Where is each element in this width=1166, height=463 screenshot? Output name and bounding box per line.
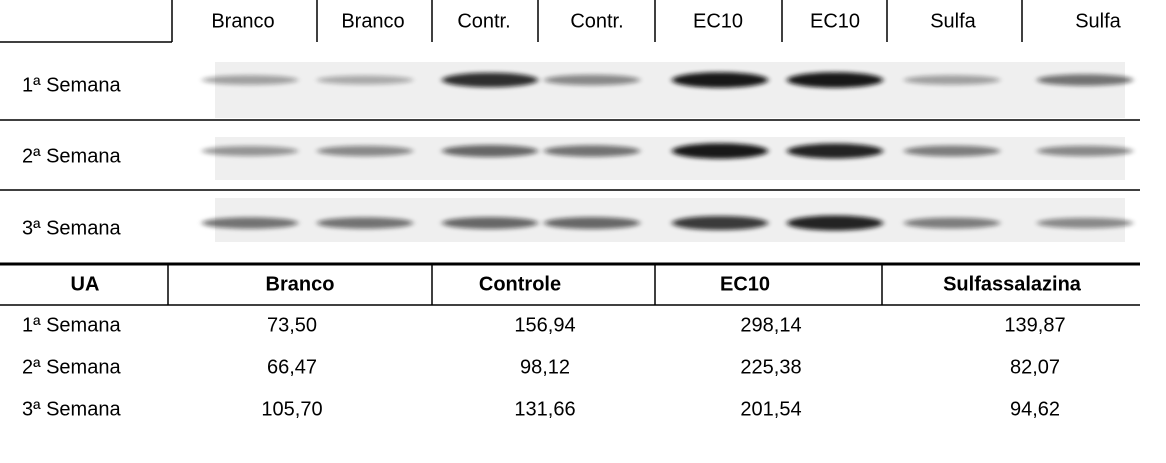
blot-background <box>215 62 1125 118</box>
lane-label: Sulfa <box>1075 10 1121 32</box>
table-header: Sulfassalazina <box>943 273 1082 295</box>
table-cell: 156,94 <box>514 314 575 336</box>
table-cell: 98,12 <box>520 356 570 378</box>
band <box>672 216 768 230</box>
table-cell: 94,62 <box>1010 398 1060 420</box>
table-cell: 139,87 <box>1004 314 1065 336</box>
band <box>787 216 883 231</box>
band <box>202 146 298 156</box>
band <box>544 75 640 86</box>
band <box>442 217 538 229</box>
row-label: 3ª Semana <box>22 398 121 420</box>
band <box>672 72 768 88</box>
table-cell: 82,07 <box>1010 356 1060 378</box>
band <box>544 217 640 229</box>
band <box>544 145 640 157</box>
band <box>787 144 883 159</box>
band <box>904 146 1000 157</box>
band <box>1037 74 1133 86</box>
band <box>904 75 1000 85</box>
lane-label: Contr. <box>570 10 623 32</box>
table-cell: 66,47 <box>267 356 317 378</box>
page: Branco Branco Contr. Contr. EC10 EC10 Sulfa Sul… <box>0 0 1166 463</box>
band <box>442 73 538 88</box>
band <box>317 146 413 157</box>
lane-label: Sulfa <box>930 10 976 32</box>
band <box>672 143 768 159</box>
table-cell: 73,50 <box>267 314 317 336</box>
table-header: Branco <box>266 273 335 295</box>
lane-label: EC10 <box>810 10 860 32</box>
band <box>442 145 538 157</box>
table-cell: 201,54 <box>740 398 801 420</box>
row-label: 2ª Semana <box>22 145 121 167</box>
table-cell: 105,70 <box>261 398 322 420</box>
lane-label: EC10 <box>693 10 743 32</box>
figure: Branco Branco Contr. Contr. EC10 EC10 Sulfa Sul… <box>0 0 1166 463</box>
blot-background <box>215 137 1125 180</box>
row-label: 1ª Semana <box>22 314 121 336</box>
lane-label: Branco <box>211 10 274 32</box>
row-label: 1ª Semana <box>22 74 121 96</box>
table-cell: 225,38 <box>740 356 801 378</box>
table-cell: 131,66 <box>514 398 575 420</box>
lane-label: Contr. <box>457 10 510 32</box>
band <box>317 76 413 85</box>
band <box>1037 218 1133 229</box>
row-label: 3ª Semana <box>22 217 121 239</box>
table-cell: 298,14 <box>740 314 801 336</box>
band <box>904 218 1000 229</box>
lane-label: Branco <box>341 10 404 32</box>
band <box>317 217 413 229</box>
band <box>787 72 883 88</box>
row-label: 2ª Semana <box>22 356 121 378</box>
band <box>202 75 298 85</box>
table-header: UA <box>71 273 100 295</box>
band <box>202 217 298 229</box>
table-header: EC10 <box>720 273 770 295</box>
table-header: Controle <box>479 273 561 295</box>
band <box>1037 146 1133 157</box>
